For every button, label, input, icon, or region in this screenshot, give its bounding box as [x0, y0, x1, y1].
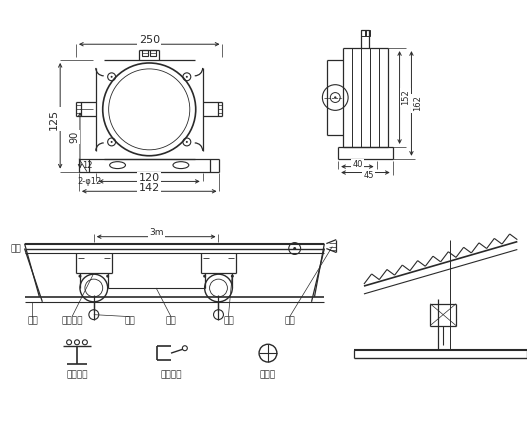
Circle shape: [186, 141, 188, 143]
Circle shape: [186, 76, 188, 78]
Text: 机架: 机架: [223, 317, 234, 326]
Circle shape: [203, 275, 206, 278]
Text: 12: 12: [82, 161, 92, 170]
Text: 翻转开关: 翻转开关: [61, 317, 83, 326]
Text: 托环安装: 托环安装: [160, 370, 182, 379]
Text: 2-φ12: 2-φ12: [77, 178, 101, 187]
Text: 125: 125: [49, 109, 59, 130]
Circle shape: [334, 96, 337, 99]
Text: 钢丝线: 钢丝线: [260, 370, 276, 379]
Text: 托环: 托环: [124, 317, 135, 326]
Text: 152: 152: [401, 90, 410, 105]
Text: 3m: 3m: [149, 228, 163, 237]
Text: 胶带: 胶带: [11, 244, 22, 253]
Text: 支架安装: 支架安装: [66, 370, 88, 379]
Bar: [361, 31, 366, 36]
Circle shape: [231, 275, 234, 278]
Text: 250: 250: [139, 35, 160, 45]
Circle shape: [106, 275, 109, 278]
Bar: [142, 50, 148, 56]
Bar: [365, 31, 370, 36]
Bar: [150, 50, 156, 56]
Circle shape: [293, 247, 296, 250]
Text: 螺柱: 螺柱: [285, 317, 295, 326]
Text: 90: 90: [69, 131, 79, 143]
Text: 162: 162: [413, 96, 422, 111]
Circle shape: [78, 275, 82, 278]
Text: 142: 142: [139, 183, 160, 193]
Text: 支架: 支架: [27, 317, 38, 326]
Text: 45: 45: [363, 171, 374, 180]
Circle shape: [111, 76, 112, 78]
Text: 龙头: 龙头: [165, 317, 176, 326]
Circle shape: [111, 141, 112, 143]
Text: 40: 40: [352, 160, 363, 169]
Text: 120: 120: [139, 173, 160, 184]
